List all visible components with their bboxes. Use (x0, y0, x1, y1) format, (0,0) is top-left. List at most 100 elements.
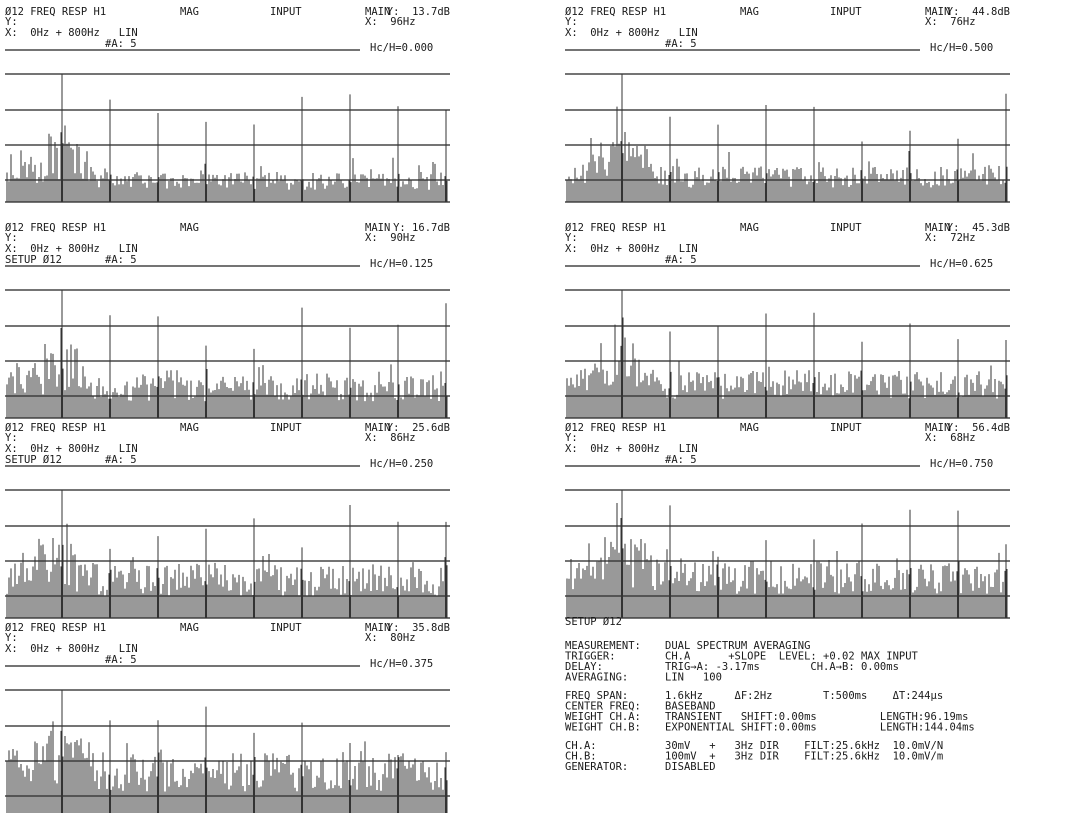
input-label: INPUT (830, 6, 862, 18)
input-label: INPUT (830, 222, 862, 234)
panel-title: Ø12 FREQ RESP H1 (5, 622, 106, 634)
hc-ratio: Hc/H=0.125 (370, 258, 433, 270)
y-readout: Y: 44.8dB (947, 6, 1010, 18)
main-label: MAIN (925, 422, 950, 434)
x-readout: X: 72Hz (925, 232, 976, 244)
setup-value: LIN 100 (665, 672, 722, 684)
setup-value: EXPONENTIAL SHIFT:0.00ms LENGTH:144.04ms (665, 722, 975, 734)
setup-key: FREQ SPAN: (565, 690, 628, 702)
setup-value: TRIG→A: -3.17ms CH.A→B: 0.00ms (665, 661, 899, 673)
spectrum-trace (6, 74, 448, 202)
display-mode: MAG (180, 222, 199, 234)
x-readout: X: 86Hz (365, 432, 416, 444)
x-readout: X: 80Hz (365, 632, 416, 644)
average-count: #A: 5 (105, 254, 137, 266)
panel-title: Ø12 FREQ RESP H1 (565, 6, 666, 18)
setup-value: DUAL SPECTRUM AVERAGING (665, 640, 810, 652)
y-axis-label: Y: (5, 232, 18, 244)
input-label: INPUT (270, 422, 302, 434)
setup-key: GENERATOR: (565, 761, 628, 773)
frequency-range: X: 0Hz + 800Hz LIN (5, 27, 138, 39)
main-label: MAIN (925, 6, 950, 18)
y-readout: Y: 35.8dB (387, 622, 450, 634)
x-readout: X: 76Hz (925, 16, 976, 28)
setup-value: TRANSIENT SHIFT:0.00ms LENGTH:96.19ms (665, 711, 968, 723)
y-axis-label: Y: (565, 232, 578, 244)
frequency-range: X: 0Hz + 800Hz LIN (565, 443, 698, 455)
average-count: #A: 5 (105, 38, 137, 50)
panel-title: Ø12 FREQ RESP H1 (5, 6, 106, 18)
display-mode: MAG (180, 622, 199, 634)
main-label: MAIN (365, 6, 390, 18)
spectrum-trace (566, 74, 1008, 202)
hc-ratio: Hc/H=0.000 (370, 42, 433, 54)
hc-ratio: Hc/H=0.625 (930, 258, 993, 270)
y-axis-label: Y: (565, 16, 578, 28)
y-readout: Y: 16.7dB (393, 222, 450, 234)
setup-label: SETUP Ø12 (5, 454, 62, 466)
input-label: INPUT (830, 422, 862, 434)
average-count: #A: 5 (665, 38, 697, 50)
frequency-range: X: 0Hz + 800Hz LIN (5, 443, 138, 455)
display-mode: MAG (740, 222, 759, 234)
setup-key: WEIGHT CH.A: (565, 711, 641, 723)
average-count: #A: 5 (105, 454, 137, 466)
main-label: MAIN (365, 622, 390, 634)
average-count: #A: 5 (105, 654, 137, 666)
setup-key: AVERAGING: (565, 672, 628, 684)
y-axis-label: Y: (565, 432, 578, 444)
setup-key: CH.A: (565, 740, 597, 752)
spectrum-trace (6, 290, 448, 418)
main-label: MAIN (925, 222, 950, 234)
setup-value: 100mV + 3Hz DIR FILT:25.6kHz 10.0mV/m (665, 751, 943, 763)
display-mode: MAG (740, 6, 759, 18)
y-axis-label: Y: (5, 16, 18, 28)
hc-ratio: Hc/H=0.750 (930, 458, 993, 470)
frequency-range: X: 0Hz + 800Hz LIN (5, 643, 138, 655)
setup-value: 30mV + 3Hz DIR FILT:25.6kHz 10.0mV/N (665, 740, 943, 752)
y-readout: Y: 45.3dB (947, 222, 1010, 234)
frequency-range: X: 0Hz + 800Hz LIN (5, 243, 138, 255)
average-count: #A: 5 (665, 454, 697, 466)
y-readout: Y: 56.4dB (947, 422, 1010, 434)
setup-title: SETUP Ø12 (565, 616, 622, 628)
spectrum-trace (6, 690, 448, 813)
display-mode: MAG (740, 422, 759, 434)
setup-key: CH.B: (565, 751, 597, 763)
panel-title: Ø12 FREQ RESP H1 (565, 222, 666, 234)
setup-value: CH.A +SLOPE LEVEL: +0.02 MAX INPUT (665, 651, 919, 663)
x-readout: X: 68Hz (925, 432, 976, 444)
frequency-range: X: 0Hz + 800Hz LIN (565, 27, 698, 39)
hc-ratio: Hc/H=0.500 (930, 42, 993, 54)
x-readout: X: 96Hz (365, 16, 416, 28)
setup-key: MEASUREMENT: (565, 640, 641, 652)
main-label: MAIN (365, 422, 390, 434)
setup-value: DISABLED (665, 761, 716, 773)
spectrum-trace (566, 290, 1008, 418)
frequency-range: X: 0Hz + 800Hz LIN (565, 243, 698, 255)
panel-title: Ø12 FREQ RESP H1 (565, 422, 666, 434)
y-axis-label: Y: (5, 632, 18, 644)
average-count: #A: 5 (665, 254, 697, 266)
setup-value: 1.6kHz ΔF:2Hz T:500ms ΔT:244µs (665, 690, 943, 702)
y-readout: Y: 13.7dB (387, 6, 450, 18)
setup-value: BASEBAND (665, 701, 716, 713)
panel-title: Ø12 FREQ RESP H1 (5, 422, 106, 434)
setup-key: CENTER FREQ: (565, 701, 641, 713)
y-readout: Y: 25.6dB (387, 422, 450, 434)
display-mode: MAG (180, 422, 199, 434)
setup-key: DELAY: (565, 661, 603, 673)
spectrum-trace (6, 490, 448, 618)
spectrum-trace (566, 490, 1008, 618)
panel-title: Ø12 FREQ RESP H1 (5, 222, 106, 234)
input-label: INPUT (270, 622, 302, 634)
display-mode: MAG (180, 6, 199, 18)
setup-key: TRIGGER: (565, 651, 616, 663)
setup-label: SETUP Ø12 (5, 254, 62, 266)
input-label: INPUT (270, 6, 302, 18)
hc-ratio: Hc/H=0.250 (370, 458, 433, 470)
main-label: MAIN (365, 222, 390, 234)
x-readout: X: 90Hz (365, 232, 416, 244)
